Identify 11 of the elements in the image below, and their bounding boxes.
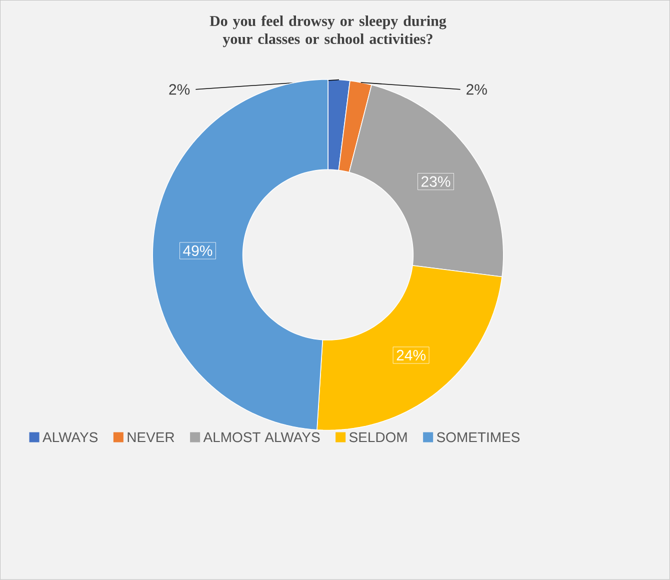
chart-title: Do you feel drowsy or sleepy during your classes or school activities? — [210, 16, 446, 48]
data-label: 49% — [183, 246, 212, 256]
data-label: 24% — [396, 350, 426, 361]
legend-label: ALMOST ALWAYS — [203, 432, 320, 442]
data-label: 2% — [466, 84, 487, 95]
legend-label: NEVER — [128, 432, 174, 442]
legend-label: SOMETIMES — [436, 432, 520, 442]
legend-label: SELDOM — [349, 432, 407, 442]
legend-label: ALWAYS — [42, 432, 98, 442]
data-label: 23% — [422, 176, 450, 187]
data-label: 2% — [169, 84, 190, 95]
